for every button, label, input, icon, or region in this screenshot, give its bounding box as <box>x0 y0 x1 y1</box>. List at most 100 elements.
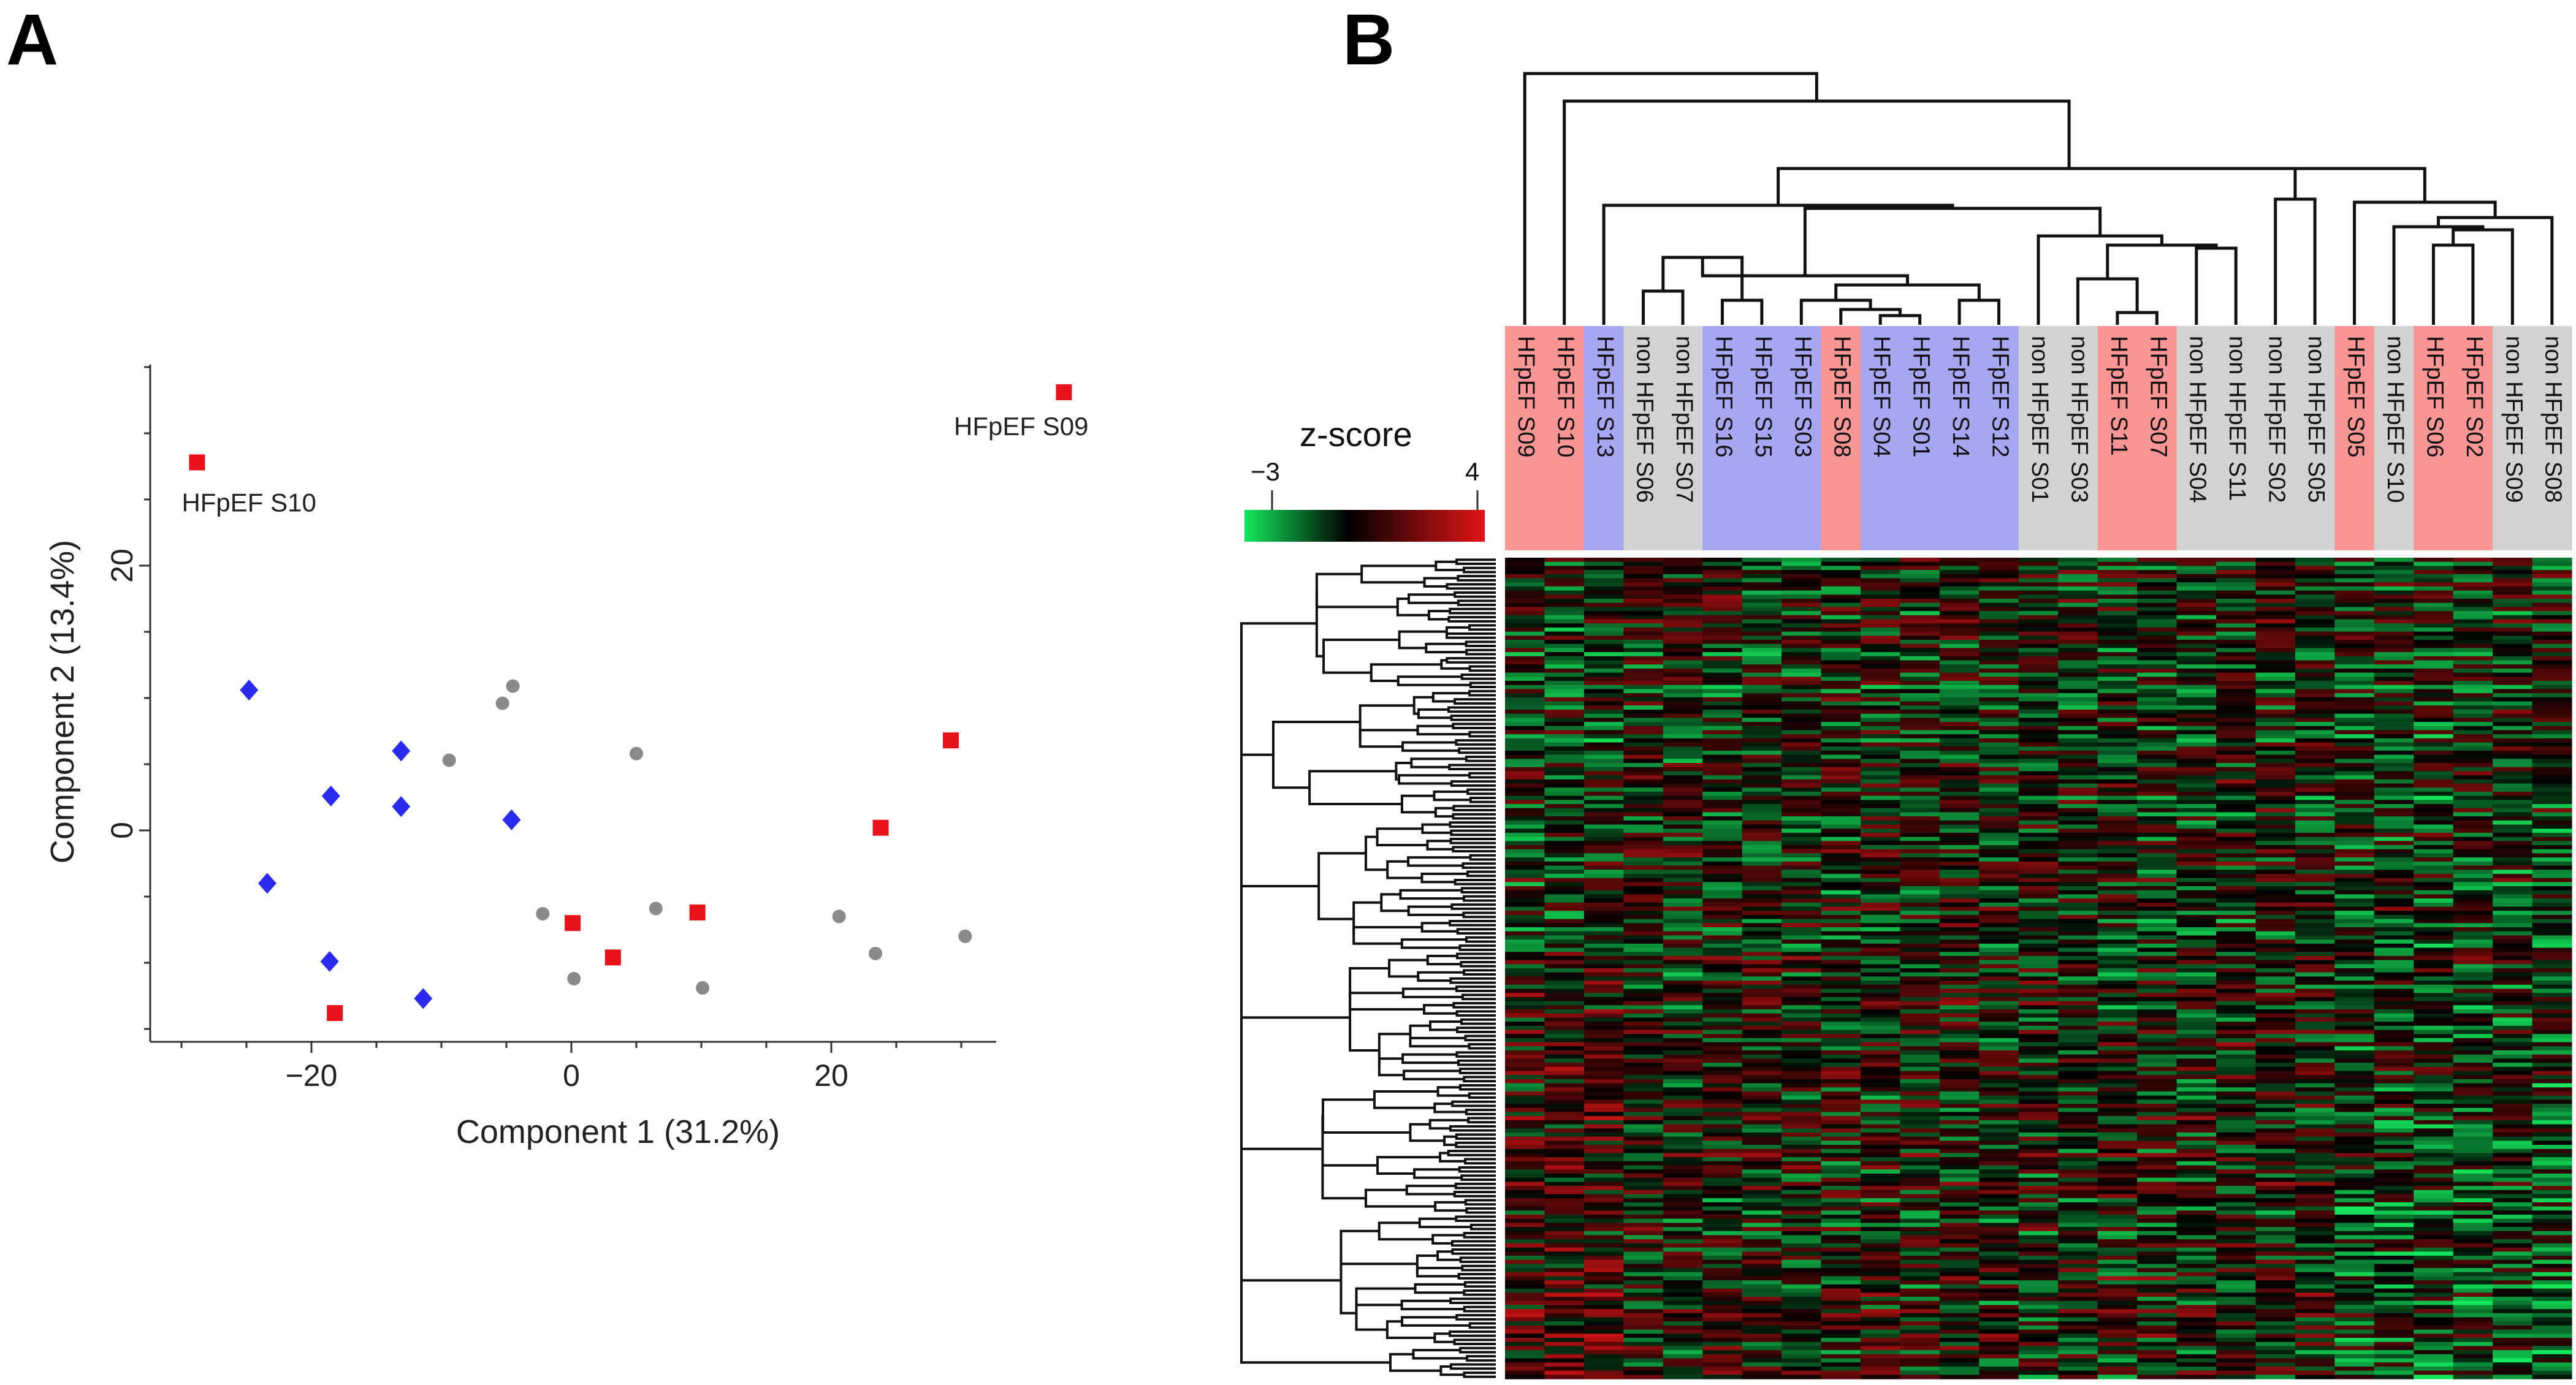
heatmap-cell <box>2058 812 2098 817</box>
heatmap-cell <box>2176 1202 2217 1207</box>
heatmap-cell <box>1742 1145 1782 1150</box>
heatmap-cell <box>1979 1107 2019 1113</box>
row-dendrogram-branch <box>1455 1141 1496 1148</box>
heatmap-cell <box>1544 906 1585 911</box>
heatmap-cell <box>1861 1066 1901 1072</box>
heatmap-cell <box>1979 730 2019 735</box>
heatmap-cell <box>2374 1034 2414 1039</box>
heatmap-cell <box>1623 955 1664 961</box>
heatmap-cell <box>1900 602 1940 607</box>
dendrogram-branch <box>1799 298 1872 325</box>
scatter-point-group-gray <box>696 981 710 995</box>
heatmap-cell <box>1939 894 1980 899</box>
heatmap-cell <box>2414 808 2454 813</box>
row-dendrogram-branch <box>1450 903 1496 910</box>
heatmap-cell <box>1821 894 1861 899</box>
heatmap-cell <box>2058 602 2098 607</box>
heatmap-cell <box>1583 582 1624 587</box>
heatmap-cell <box>1742 664 1782 669</box>
heatmap-cell <box>1583 898 1624 903</box>
heatmap-cell <box>2137 1133 2178 1137</box>
heatmap-cell <box>1505 1079 1545 1084</box>
heatmap-cell <box>1663 1120 1703 1125</box>
heatmap-cell <box>2137 648 2178 653</box>
heatmap-cell <box>2216 919 2257 924</box>
heatmap-cell <box>1781 952 1822 957</box>
heatmap-cell <box>1821 955 1861 961</box>
heatmap-cell <box>2295 1259 2335 1264</box>
heatmap-cell <box>2453 1066 2493 1072</box>
heatmap-cell <box>2295 804 2335 809</box>
heatmap-cell <box>1583 1095 1624 1100</box>
row-dendrogram-branch <box>1460 673 1496 680</box>
heatmap-cell <box>2493 1136 2533 1141</box>
heatmap-cell <box>2453 791 2493 797</box>
heatmap-cell <box>1623 1050 1664 1055</box>
heatmap-cell <box>2176 1058 2217 1063</box>
heatmap-cell <box>2334 705 2375 710</box>
heatmap-cell <box>2058 1013 2098 1018</box>
heatmap-cell <box>1861 615 1901 620</box>
heatmap-cell <box>1821 668 1861 674</box>
heatmap-cell <box>2176 1124 2217 1129</box>
heatmap-cell <box>2374 746 2414 751</box>
heatmap-cell <box>2374 718 2414 723</box>
heatmap-cell <box>2295 808 2335 813</box>
heatmap-cell <box>2414 1165 2454 1170</box>
heatmap-cell <box>1702 742 1743 747</box>
column-header-cell <box>2493 326 2533 550</box>
heatmap-cell <box>1821 779 1861 784</box>
heatmap-cell <box>1900 939 1940 944</box>
heatmap-cell <box>2414 1247 2454 1252</box>
heatmap-cell <box>1663 1227 1703 1232</box>
heatmap-cell <box>2097 857 2138 862</box>
heatmap-cell <box>2295 759 2335 764</box>
heatmap-cell <box>1702 685 1743 689</box>
heatmap-cell <box>1939 947 1980 952</box>
heatmap-cell <box>2414 791 2454 797</box>
heatmap-cell <box>2058 631 2098 636</box>
heatmap-cell <box>1939 722 1980 727</box>
heatmap-cell <box>1583 1182 1624 1186</box>
heatmap-cell <box>1544 1153 1585 1158</box>
heatmap-cell <box>2018 1218 2059 1223</box>
heatmap-cell <box>2018 943 2059 949</box>
heatmap-cell <box>1900 1227 1940 1232</box>
heatmap-cell <box>1663 1058 1703 1063</box>
heatmap-cell <box>1979 955 2019 961</box>
heatmap-cell <box>1861 906 1901 911</box>
heatmap-cell <box>2532 570 2572 575</box>
heatmap-cell <box>1939 923 1980 928</box>
heatmap-cell <box>1623 841 1664 846</box>
heatmap-cell <box>2493 787 2533 792</box>
heatmap-cell <box>1544 1235 1585 1240</box>
heatmap-cell <box>2216 870 2257 875</box>
heatmap-cell <box>2058 664 2098 669</box>
heatmap-cell <box>2018 927 2059 932</box>
heatmap-cell <box>1861 693 1901 698</box>
heatmap-cell <box>1861 1145 1901 1150</box>
heatmap-cell <box>1623 1256 1664 1261</box>
heatmap-cell <box>2493 602 2533 607</box>
row-dendrogram-branch <box>1349 967 1390 1001</box>
heatmap-cell <box>1702 566 1743 571</box>
heatmap-cell <box>2334 1107 2375 1113</box>
heatmap-cell <box>1663 607 1703 612</box>
heatmap-cell <box>1781 976 1822 981</box>
heatmap-cell <box>1742 1112 1782 1117</box>
heatmap-cell <box>1861 1025 1901 1031</box>
heatmap-cell <box>2334 742 2375 747</box>
heatmap-cell <box>1861 832 1901 838</box>
heatmap-cell <box>2176 1133 2217 1137</box>
heatmap-cell <box>1583 615 1624 620</box>
heatmap-cell <box>1861 1116 1901 1121</box>
heatmap-cell <box>2018 996 2059 1002</box>
heatmap-cell <box>1821 1174 1861 1178</box>
heatmap-cell <box>2216 832 2257 838</box>
heatmap-cell <box>1821 923 1861 928</box>
heatmap-cell <box>1663 689 1703 694</box>
heatmap-cell <box>1544 672 1585 677</box>
heatmap-cell <box>1742 713 1782 718</box>
heatmap-cell <box>1900 1148 1940 1154</box>
heatmap-cell <box>1505 939 1545 944</box>
